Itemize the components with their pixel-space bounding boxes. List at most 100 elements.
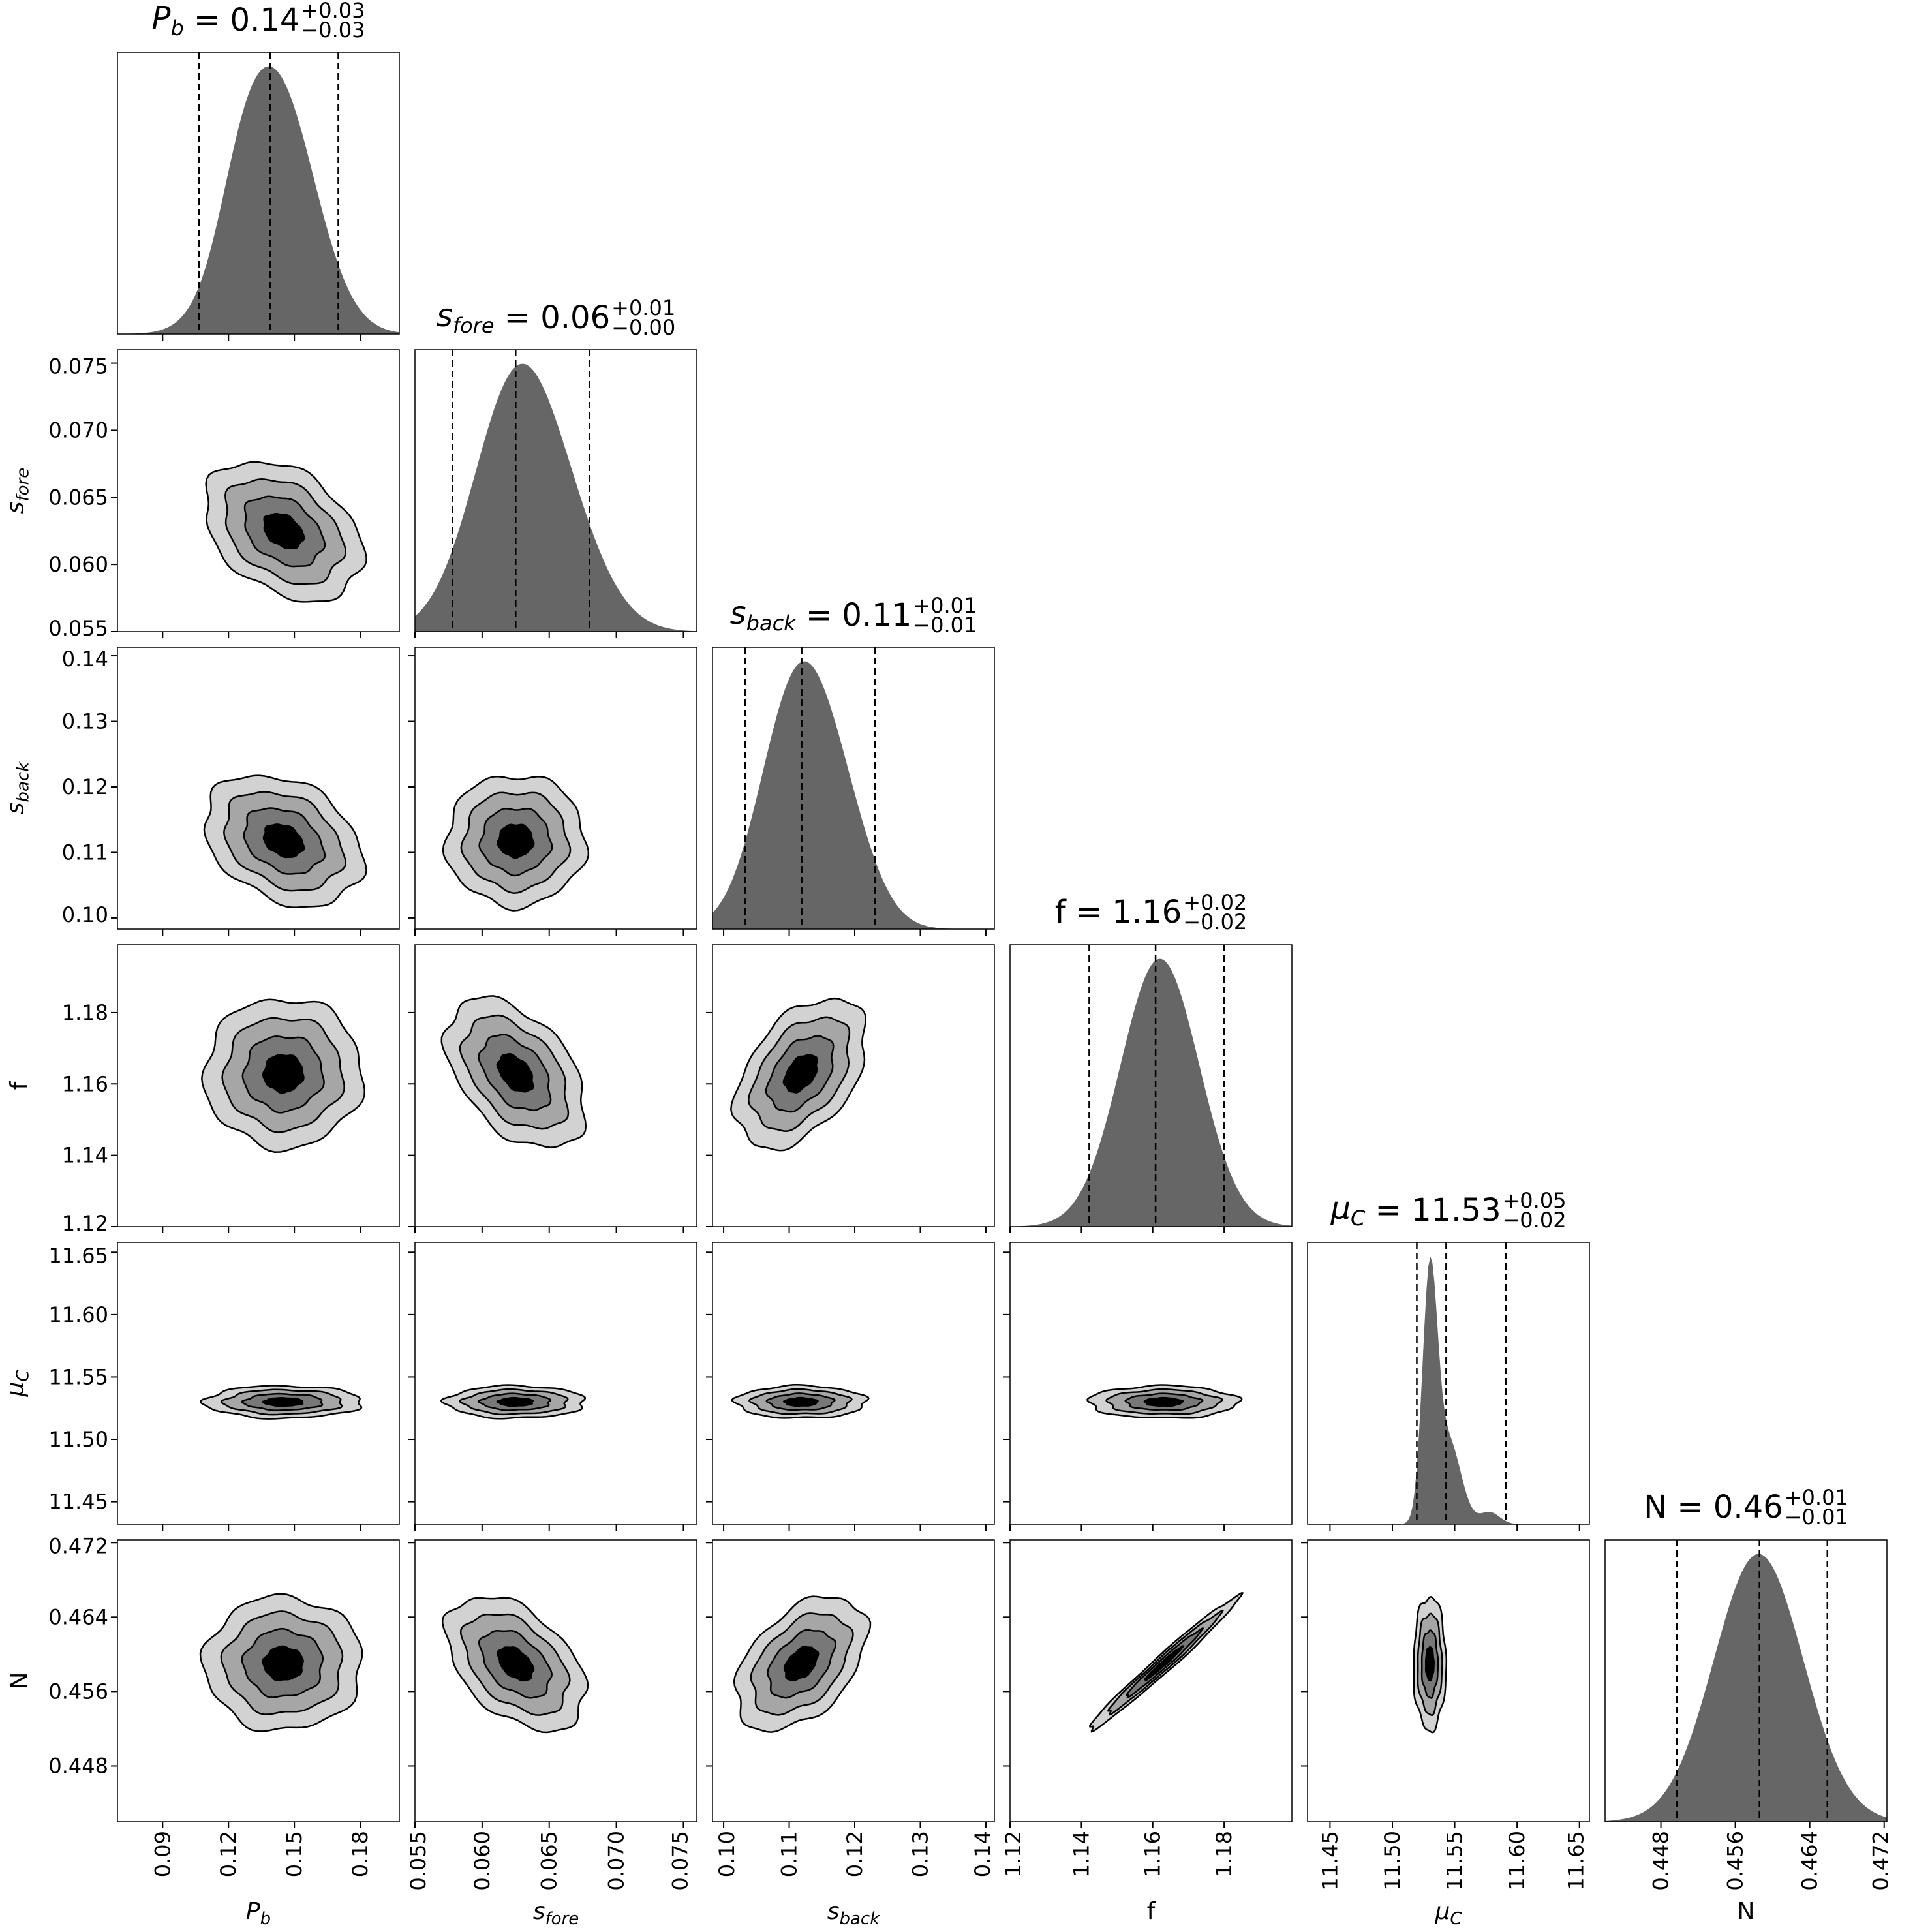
contour-level-4 (1424, 1646, 1435, 1682)
contour-panel-s_fore-N (408, 1539, 697, 1828)
x-axis-label-f: f (1147, 1899, 1156, 1925)
title-N: N = 0.46 +0.01 −0.01 (1644, 1487, 1848, 1529)
x-tick-label: 1.12 (1001, 1831, 1026, 1877)
param-subscript: fore (545, 1909, 579, 1929)
contour-panel-Pb-s_fore (111, 349, 400, 638)
param-symbol: f (1146, 1898, 1156, 1925)
param-symbol: P (151, 0, 171, 37)
histogram-panel-s_back (712, 647, 995, 936)
panel-frame (1009, 1539, 1293, 1822)
x-tick-label: 0.472 (1869, 1831, 1893, 1891)
param-symbol: f (6, 1081, 33, 1090)
x-tick-label: 11.60 (1505, 1831, 1529, 1891)
panel-frame (414, 1242, 697, 1525)
panel-frame (414, 349, 697, 632)
contour-level-4 (782, 1053, 818, 1094)
title-errors: +0.05 −0.02 (1502, 1188, 1567, 1231)
y-axis-label-mu_C: μC (2, 1370, 36, 1397)
panel-frame (1009, 1242, 1293, 1525)
param-symbol: μ (1330, 1190, 1351, 1227)
histogram-fill (117, 66, 399, 334)
y-tick-label: 0.12 (62, 774, 108, 799)
y-tick-label: 0.11 (62, 840, 108, 865)
param-symbol: P (245, 1898, 260, 1925)
param-subscript: b (260, 1909, 271, 1929)
x-tick-label: 0.065 (537, 1831, 562, 1891)
lower-error: −0.01 (1784, 1505, 1848, 1529)
contour-panel-s_back-N (706, 1539, 995, 1828)
x-tick-label: 1.16 (1141, 1831, 1165, 1877)
x-tick-label: 11.65 (1564, 1831, 1589, 1891)
y-tick-label: 0.14 (62, 647, 108, 671)
contour-panel-s_fore-f (408, 944, 697, 1233)
title-errors: +0.01 −0.00 (611, 298, 675, 338)
x-tick-label: 11.55 (1443, 1831, 1467, 1891)
contour-panel-s_back-mu_C (706, 1242, 995, 1531)
y-axis-label-f: f (6, 1081, 33, 1090)
histogram-panel-f (1009, 944, 1293, 1233)
contour-level-4 (782, 1396, 820, 1407)
y-tick-label: 0.10 (62, 902, 108, 927)
contour-level-4 (262, 823, 305, 859)
y-tick-label: 0.065 (48, 485, 108, 510)
upper-error: +0.05 (1502, 1188, 1567, 1213)
x-axis-label-s_back: sback (827, 1899, 880, 1932)
param-symbol: N (1737, 1898, 1755, 1925)
contour-panel-Pb-s_back (111, 647, 400, 936)
histogram-panel-mu_C (1307, 1242, 1590, 1531)
param-subscript: back (839, 1909, 880, 1929)
histogram-fill (1308, 1256, 1589, 1524)
panel-frame (414, 944, 697, 1227)
panel-frame (414, 647, 697, 930)
title-value: = 0.06 (494, 299, 611, 336)
x-tick-label: 0.060 (470, 1831, 495, 1891)
y-tick-label: 0.055 (48, 616, 108, 641)
param-symbol: s (2, 802, 29, 815)
title-errors: +0.03 −0.03 (301, 0, 365, 40)
upper-error: +0.03 (301, 0, 365, 23)
x-tick-label: 11.50 (1380, 1831, 1405, 1891)
contour-level-4 (1143, 1396, 1184, 1407)
x-tick-label: 0.15 (282, 1831, 307, 1877)
contour-level-4 (783, 1646, 820, 1682)
panel-frame (117, 1242, 400, 1525)
param-symbol: s (827, 1898, 840, 1925)
y-axis-label-s_fore: sfore (2, 468, 36, 514)
histogram-fill (1605, 1554, 1887, 1822)
y-tick-label: 11.45 (48, 1490, 108, 1514)
contour-level-4 (262, 1645, 304, 1681)
contour-panel-s_back-f (706, 944, 995, 1233)
param-subscript: C (1450, 1909, 1462, 1929)
title-value: = 1.16 (1065, 894, 1182, 930)
title-mu_C: μC = 11.53 +0.05 −0.02 (1330, 1190, 1566, 1231)
contour-level-4 (497, 1646, 535, 1682)
contour-level-4 (496, 1396, 534, 1407)
x-tick-label: 0.12 (842, 1831, 867, 1877)
x-tick-label: 0.10 (714, 1831, 739, 1877)
x-tick-label: 0.12 (216, 1831, 241, 1877)
x-axis-label-s_fore: sfore (533, 1899, 579, 1932)
y-tick-label: 11.60 (48, 1302, 108, 1327)
y-tick-label: 1.14 (62, 1143, 108, 1168)
y-tick-label: 0.464 (48, 1604, 108, 1629)
panel-frame (712, 647, 995, 930)
y-tick-label: 0.456 (48, 1679, 108, 1704)
histogram-fill (1010, 958, 1292, 1227)
panel-frame (117, 349, 400, 632)
param-symbol: N (6, 1672, 33, 1690)
x-tick-label: 0.075 (667, 1831, 692, 1891)
panel-frame (712, 1539, 995, 1822)
y-tick-label: 0.448 (48, 1753, 108, 1778)
param-symbol: f (1054, 894, 1066, 930)
upper-error: +0.01 (913, 593, 977, 618)
param-subscript: back (13, 761, 33, 803)
param-subscript: b (170, 16, 184, 40)
contour-level-4 (263, 512, 305, 550)
x-axis-label-Pb: Pb (246, 1899, 271, 1932)
contour-level-4 (496, 1053, 534, 1093)
param-symbol: μ (2, 1381, 29, 1397)
x-tick-label: 11.45 (1317, 1831, 1342, 1891)
contour-panel-Pb-N (111, 1539, 400, 1828)
param-symbol: N (1644, 1489, 1668, 1526)
param-symbol: s (532, 1898, 545, 1925)
